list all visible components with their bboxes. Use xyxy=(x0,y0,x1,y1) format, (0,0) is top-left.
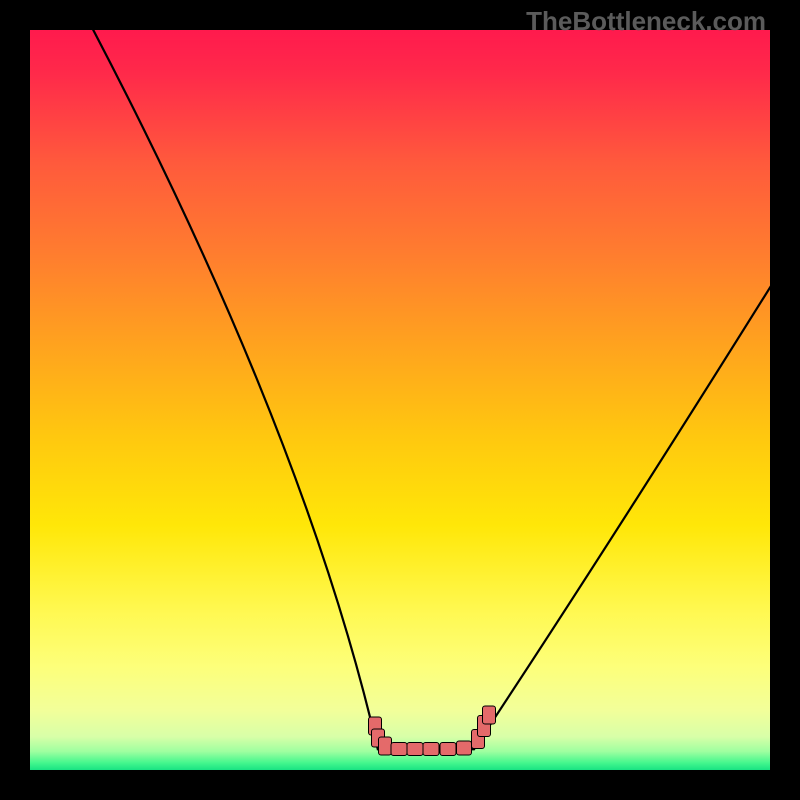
trough-marker xyxy=(440,742,457,756)
trough-marker xyxy=(390,742,407,756)
trough-marker xyxy=(423,742,440,756)
trough-marker xyxy=(406,742,423,756)
trough-marker xyxy=(482,705,496,724)
watermark-text: TheBottleneck.com xyxy=(526,6,766,37)
marker-layer xyxy=(30,30,770,770)
bottleneck-plot xyxy=(30,30,770,770)
